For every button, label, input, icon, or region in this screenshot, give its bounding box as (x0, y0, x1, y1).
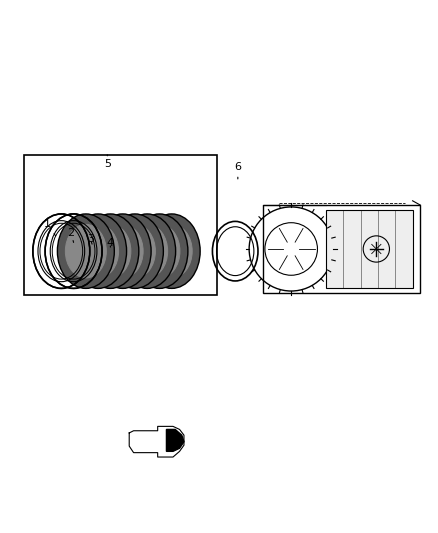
Ellipse shape (131, 214, 188, 288)
Ellipse shape (127, 224, 168, 278)
Text: 1: 1 (43, 219, 56, 236)
Ellipse shape (94, 214, 151, 288)
Ellipse shape (102, 224, 143, 278)
Text: 5: 5 (104, 155, 111, 168)
Bar (24, 155, 217, 295)
Ellipse shape (119, 214, 176, 288)
Ellipse shape (78, 224, 119, 278)
Text: 6: 6 (234, 161, 241, 179)
Polygon shape (166, 430, 184, 451)
Ellipse shape (82, 214, 139, 288)
Ellipse shape (90, 224, 131, 278)
Text: 2: 2 (67, 228, 74, 243)
Text: 3: 3 (87, 235, 94, 244)
Ellipse shape (143, 214, 200, 288)
Ellipse shape (65, 224, 106, 278)
Ellipse shape (106, 214, 163, 288)
Ellipse shape (151, 224, 192, 278)
Text: 4: 4 (107, 238, 114, 248)
Ellipse shape (70, 214, 127, 288)
Ellipse shape (139, 224, 180, 278)
Bar (326, 209, 413, 288)
Ellipse shape (114, 224, 155, 278)
Ellipse shape (57, 214, 114, 288)
